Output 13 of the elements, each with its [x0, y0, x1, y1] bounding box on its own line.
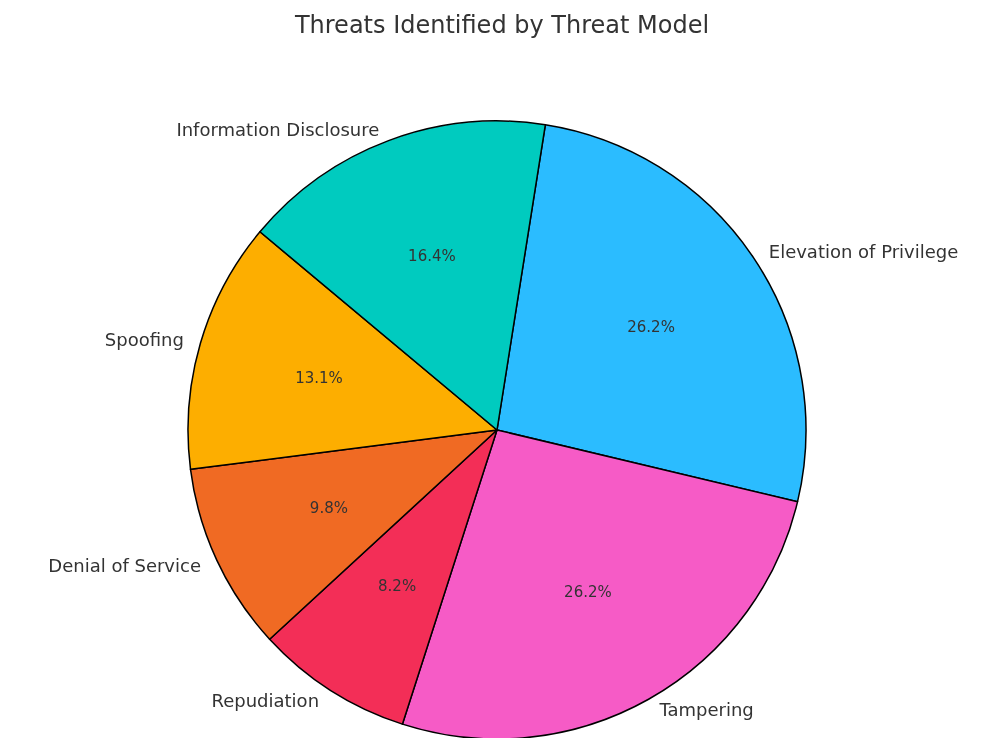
slice-label: Repudiation	[211, 689, 320, 711]
data-label: 8.2%	[378, 577, 417, 596]
data-label: 13.1%	[295, 368, 343, 387]
slice-label: Denial of Service	[48, 554, 201, 576]
slice-label: Tampering	[658, 699, 754, 721]
slice-label: Spoofing	[104, 329, 184, 351]
data-label: 9.8%	[309, 499, 348, 518]
chart-title: Threats Identified by Threat Model	[293, 11, 710, 39]
data-label: 26.2%	[564, 582, 612, 601]
slice-label: Elevation of Privilege	[768, 240, 959, 262]
slice-label: Information Disclosure	[176, 118, 380, 140]
data-label: 16.4%	[408, 247, 456, 266]
data-label: 26.2%	[627, 317, 675, 336]
